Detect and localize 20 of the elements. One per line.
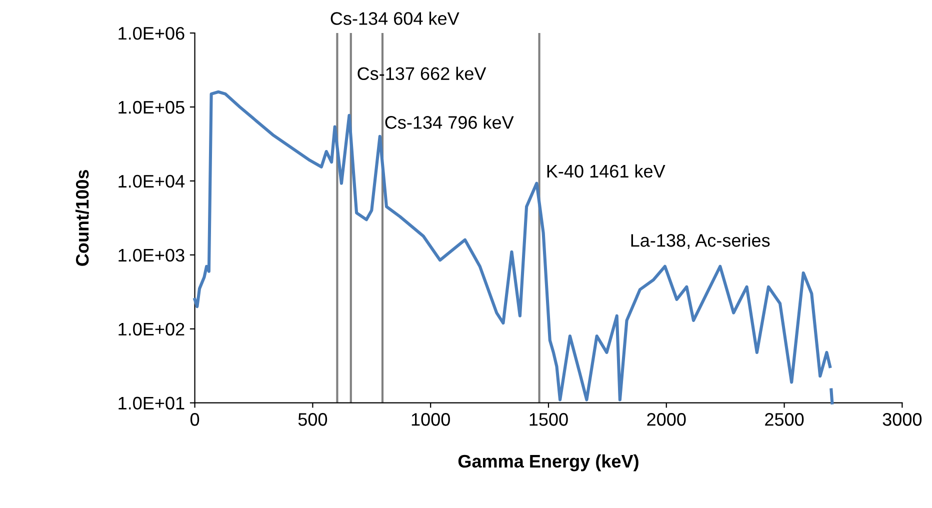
x-tick-label: 2500 xyxy=(765,413,804,426)
y-tick-label: 1.0E+03 xyxy=(118,248,184,262)
x-axis-title: Gamma Energy (keV) xyxy=(458,454,638,472)
y-tick-label: 1.0E+04 xyxy=(118,174,185,188)
y-tick-label: 1.0E+01 xyxy=(118,396,184,410)
ref-line-label: Cs-134 796 keV xyxy=(385,116,514,129)
x-tick-label: 0 xyxy=(190,413,200,426)
y-tick-label: 1.0E+05 xyxy=(118,100,184,114)
x-tick-label: 500 xyxy=(298,413,328,426)
x-tick-label: 2000 xyxy=(647,413,686,426)
x-tick-label: 1000 xyxy=(412,413,450,426)
y-axis-title: Count/100s xyxy=(75,170,89,266)
annotation: La-138, Ac-series xyxy=(631,234,770,249)
ref-line-label: K-40 1461 keV xyxy=(547,164,666,178)
y-tick-label: 1.0E+02 xyxy=(118,322,184,336)
y-tick-label: 1.0E+06 xyxy=(118,26,184,40)
ref-line-label: Cs-134 604 keV xyxy=(330,12,460,25)
x-tick-label: 3000 xyxy=(882,413,922,426)
x-tick-label: 1500 xyxy=(530,413,568,426)
ref-line-label: Cs-137 662 keV xyxy=(358,66,486,80)
